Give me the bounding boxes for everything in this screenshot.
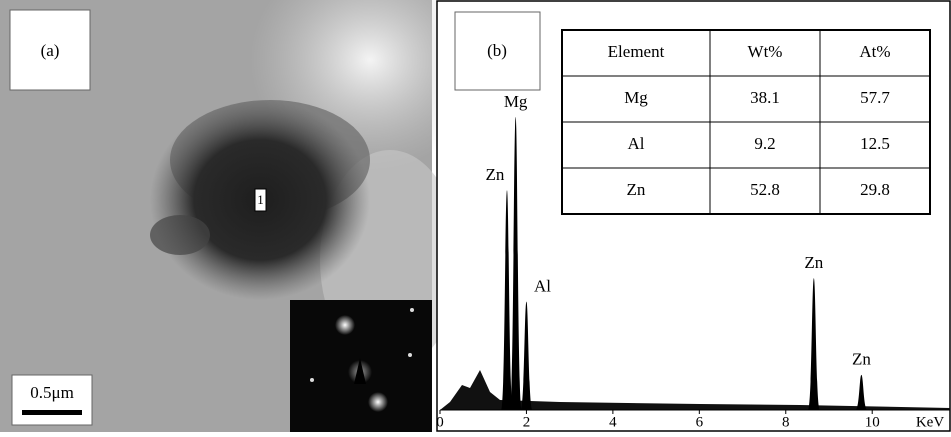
panel-label: (a)	[41, 41, 60, 60]
scale-bar	[22, 410, 82, 415]
table-cell: Al	[628, 134, 645, 153]
x-tick-label: 4	[609, 414, 617, 430]
peak-label: Al	[534, 276, 551, 295]
x-tick-label: 8	[782, 414, 790, 430]
peak-label: Zn	[486, 165, 505, 184]
table: Element Wt% At% Mg 38.1 57.7 Al 9.2 12.5 Zn 52.8 29…	[562, 30, 930, 214]
x-tick-label: 0	[436, 414, 444, 430]
page: (a) 0.5μm 1 (b) Element Wt% At% Mg 38.1 57.7 A…	[0, 0, 951, 432]
table-header: At%	[859, 42, 890, 61]
table-cell: 29.8	[860, 180, 890, 199]
table-cell: 57.7	[860, 88, 890, 107]
peak-label: Zn	[852, 350, 871, 369]
tem-image: (a) 0.5μm 1	[0, 0, 490, 432]
figure: (a) 0.5μm 1 (b) Element Wt% At% Mg 38.1 57.7 A…	[0, 0, 951, 432]
scale-bar-label: 0.5μm	[30, 383, 74, 402]
table-cell: Zn	[627, 180, 646, 199]
table-cell: Mg	[624, 88, 648, 107]
peak-label: Zn	[804, 253, 823, 272]
x-unit: KeV	[916, 414, 944, 430]
point-label: 1	[257, 192, 264, 207]
x-tick-label: 6	[696, 414, 704, 430]
table-header: Element	[608, 42, 665, 61]
table-cell: 12.5	[860, 134, 890, 153]
table-cell: 9.2	[754, 134, 775, 153]
table-header: Wt%	[748, 42, 783, 61]
panel-label: (b)	[487, 41, 507, 60]
table-cell: 52.8	[750, 180, 780, 199]
x-tick-label: 2	[523, 414, 531, 430]
peak-label: Mg	[504, 92, 528, 111]
table-cell: 38.1	[750, 88, 780, 107]
x-tick-label: 10	[865, 414, 880, 430]
